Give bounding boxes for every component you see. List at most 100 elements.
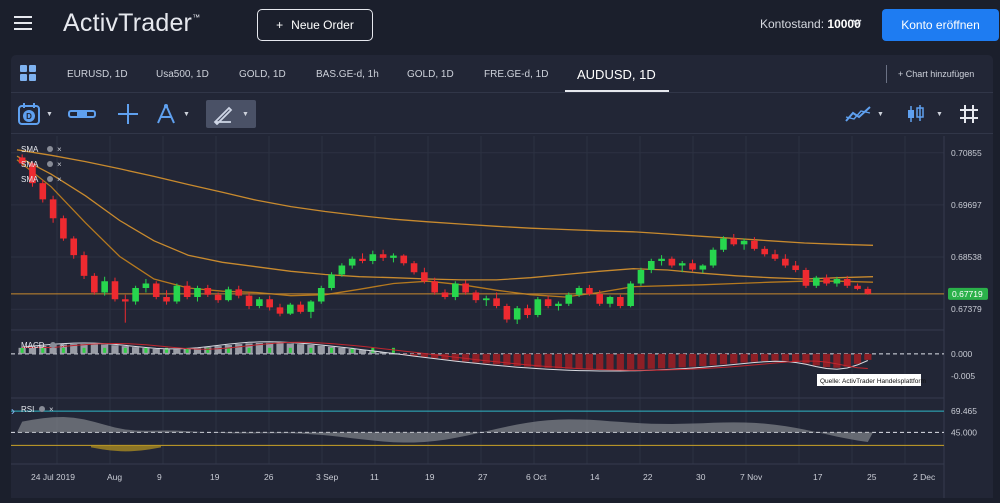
date-axis: 24 Jul 2019 Aug 9 19 26 3 Sep 11 19 27 6 Oct 14 22 3… [31, 472, 936, 482]
tab-fre-ge[interactable]: FRE.GE-d, 1D [484, 69, 549, 80]
macd-histogram-bar [193, 348, 202, 354]
candle [833, 279, 841, 284]
candle [493, 298, 500, 306]
macd-histogram-bar [338, 347, 346, 354]
grid-toggle-button[interactable] [959, 100, 979, 128]
candle [596, 293, 603, 304]
open-account-button[interactable]: Konto eröffnen [882, 9, 999, 41]
line-tool-button[interactable] [68, 100, 96, 128]
candle [678, 263, 686, 266]
macd-histogram-bar [781, 353, 789, 361]
rsi-panel: 69.465 45.000 [11, 406, 977, 452]
candle [617, 297, 624, 306]
candle [709, 249, 717, 266]
macd-histogram-bar [441, 353, 449, 360]
add-chart-button[interactable]: + Chart hinzufügen [898, 69, 974, 79]
macd-histogram-bar [792, 353, 800, 362]
macd-histogram-bar [214, 346, 222, 354]
candle [39, 183, 47, 200]
logo-text: ActivTrader [63, 9, 193, 37]
balance-label: Kontostand: [760, 17, 825, 31]
candle [276, 307, 284, 314]
macd-histogram-bar [688, 353, 697, 367]
candle [225, 289, 232, 301]
settings-icon [50, 342, 56, 348]
tab-bas-ge[interactable]: BAS.GE-d, 1h [316, 69, 379, 80]
tab-audusd[interactable]: AUDUSD, 1D [577, 67, 656, 82]
macd-histogram-bar [812, 353, 820, 366]
candle [637, 270, 645, 284]
new-order-button[interactable]: + Neue Order [257, 9, 373, 41]
candle [410, 263, 418, 273]
hamburger-menu-icon[interactable] [14, 16, 32, 30]
macd-histogram-bar [523, 353, 532, 367]
period-selector-button[interactable]: D ▼ [17, 100, 53, 128]
macd-signal-dot [103, 347, 107, 353]
candle [575, 288, 583, 295]
tab-divider [886, 65, 887, 83]
candle [121, 299, 129, 302]
tab-gold-2[interactable]: GOLD, 1D [407, 69, 454, 80]
candle [111, 281, 119, 300]
account-balance[interactable]: Kontostand: 10000 [760, 17, 861, 31]
date-tick-label: 17 [813, 472, 823, 482]
sma-line [16, 155, 874, 281]
candle [854, 285, 861, 289]
fibonacci-tool-button[interactable]: ▼ [154, 100, 190, 128]
macd-signal-dot [309, 347, 313, 353]
candle [565, 294, 573, 304]
macd-histogram-bar [389, 353, 398, 355]
tab-gold[interactable]: GOLD, 1D [239, 69, 286, 80]
chevron-down-icon[interactable] [851, 16, 863, 31]
calendar-period-icon: D [18, 103, 40, 125]
price-axis: 0.70855 0.69697 0.68538 0.67379 0.67719 [948, 148, 988, 314]
crosshair-button[interactable] [117, 100, 139, 128]
candle [338, 265, 346, 275]
candle [91, 275, 98, 293]
close-icon: × [49, 405, 54, 414]
candle [194, 288, 201, 297]
chart-type-button[interactable]: ▼ [904, 100, 943, 128]
tab-usa500[interactable]: Usa500, 1D [156, 69, 209, 80]
tab-eurusd[interactable]: EURUSD, 1D [67, 69, 128, 80]
macd-histogram-bar [503, 353, 511, 366]
macd-signal-dot [123, 347, 127, 353]
candle [864, 288, 872, 294]
chart-area[interactable]: 0.000 -0.005 Quelle: ActivTrader Handelspl… [11, 136, 993, 498]
macd-histogram-bar [358, 350, 367, 354]
candle [297, 304, 304, 312]
candle [627, 283, 634, 306]
candle [287, 304, 294, 314]
sma-line [16, 159, 874, 298]
fibonacci-icon [157, 104, 175, 124]
macd-histogram-bar [843, 353, 851, 367]
layout-grid-icon[interactable] [20, 65, 37, 82]
grid-icon [960, 105, 978, 123]
price-tick-label: 0.67379 [951, 304, 982, 314]
rsi-area [17, 417, 873, 443]
expand-sidebar-icon[interactable]: › [11, 404, 15, 418]
macd-signal-dot [206, 347, 210, 353]
current-price-label: 0.67719 [952, 289, 983, 299]
date-tick-label: 19 [210, 472, 220, 482]
candle [317, 288, 325, 302]
macd-signal-dot [350, 347, 354, 353]
macd-signal-dot [41, 347, 45, 353]
logo[interactable]: ActivTrader™ [63, 9, 200, 38]
macd-histogram-bar [152, 348, 160, 354]
price-chart[interactable]: 0.000 -0.005 Quelle: ActivTrader Handelspl… [11, 136, 993, 498]
candle [390, 255, 397, 258]
candle [29, 163, 36, 184]
drawing-tool-button[interactable]: ▼ [206, 100, 256, 128]
date-tick-label: Aug [107, 472, 122, 482]
candle [60, 218, 67, 239]
macd-signal-dot [330, 347, 334, 353]
candle [441, 292, 449, 297]
candle [307, 301, 315, 312]
macd-tick-label: 0.000 [951, 349, 973, 359]
macd-histogram-bar [317, 345, 325, 354]
macd-histogram-bar [637, 353, 645, 370]
date-tick-label: 22 [643, 472, 653, 482]
date-tick-label: 11 [370, 472, 379, 482]
indicators-button[interactable]: ▼ [844, 100, 884, 128]
